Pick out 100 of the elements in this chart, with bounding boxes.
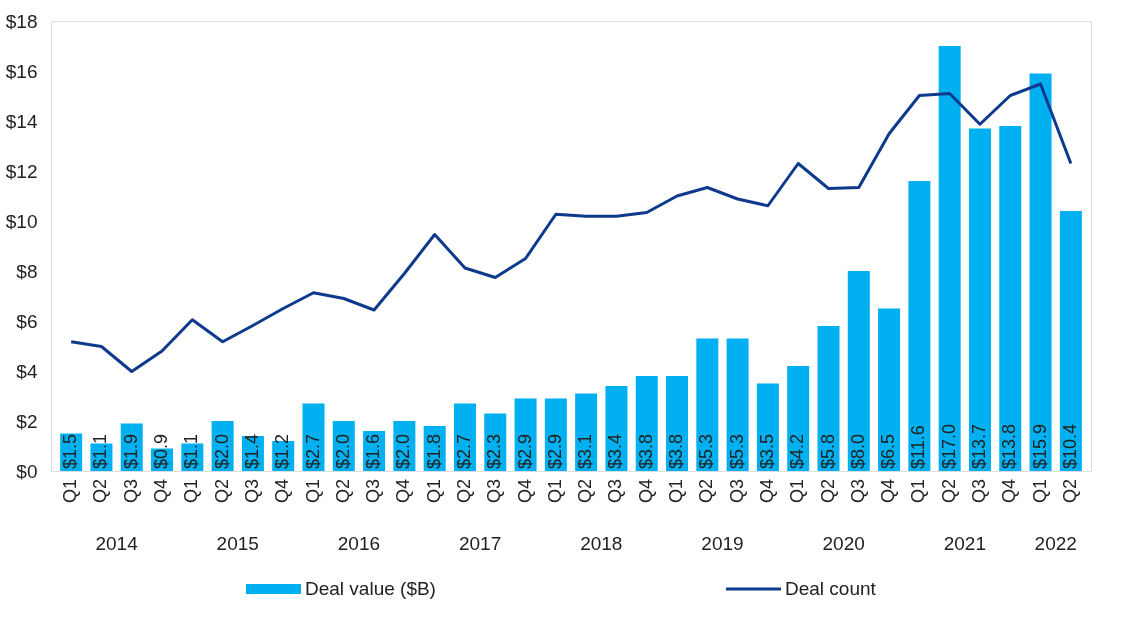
bar <box>696 338 719 471</box>
text: 2020 <box>822 533 865 554</box>
y-tick-label: $8 <box>16 260 38 282</box>
x-tick-label: Q2 <box>453 479 474 504</box>
data-label: $1.8 <box>423 433 444 469</box>
text: 2014 <box>95 533 139 554</box>
y-tick-label: $16 <box>5 60 38 82</box>
data-label: $5.3 <box>726 433 747 469</box>
x-tick-label: Q2 <box>332 479 353 504</box>
x-tick-label: Q1 <box>1029 479 1050 504</box>
x-tick-label: Q3 <box>363 479 384 504</box>
data-label: $3.5 <box>756 433 777 469</box>
x-tick-label: Q1 <box>544 479 565 504</box>
x-tick-label: Q2 <box>1059 479 1080 504</box>
y-tick-label: $10 <box>5 210 38 232</box>
legend-label: Deal value ($B) <box>305 578 436 599</box>
bar <box>999 126 1022 471</box>
x-tick-label: Q4 <box>514 479 535 504</box>
x-tick-label: Q3 <box>484 479 505 504</box>
text: 2016 <box>337 533 381 554</box>
x-tick-label: Q2 <box>90 479 111 504</box>
data-label: $2.7 <box>453 433 474 469</box>
bar <box>726 338 749 471</box>
bar <box>968 128 991 471</box>
bar <box>908 181 931 471</box>
data-label: $1.1 <box>90 433 111 469</box>
data-label: $6.5 <box>878 433 899 469</box>
x-tick-label: Q4 <box>999 479 1020 504</box>
x-tick-label: Q4 <box>878 479 899 504</box>
x-tick-label: Q1 <box>423 479 444 504</box>
data-label: $17.0 <box>938 423 959 469</box>
data-label: $2.0 <box>332 433 353 469</box>
line-series <box>69 82 1073 373</box>
x-tick-label: Q4 <box>756 479 777 504</box>
x-tick-label: Q4 <box>151 479 172 504</box>
y-tick-label: $12 <box>5 160 38 182</box>
data-label: $2.9 <box>514 433 535 469</box>
data-label: $10.4 <box>1059 423 1080 469</box>
data-label: $5.3 <box>696 433 717 469</box>
bar <box>878 308 901 471</box>
text: 2019 <box>701 533 744 554</box>
data-label: $13.7 <box>968 423 989 469</box>
data-label: $1.9 <box>120 433 141 469</box>
data-label: $3.8 <box>635 433 656 469</box>
y-tick-label: $6 <box>16 310 38 332</box>
data-label: $2.3 <box>484 433 505 469</box>
x-tick-label: Q1 <box>302 479 323 504</box>
x-tick-label: Q3 <box>120 479 141 504</box>
data-label: $2.0 <box>211 433 232 469</box>
y-tick-label: $4 <box>16 360 38 382</box>
x-tick-label: Q1 <box>60 479 81 504</box>
bar <box>938 46 961 471</box>
data-label: $1.6 <box>363 433 384 469</box>
bar <box>817 326 840 471</box>
data-label: $3.1 <box>575 433 596 469</box>
bar <box>787 366 810 471</box>
data-label: $1.5 <box>60 433 81 469</box>
text: 2015 <box>216 533 259 554</box>
legend-label: Deal count <box>785 578 877 599</box>
data-label: $1.2 <box>272 433 293 469</box>
data-label: $3.4 <box>605 433 626 469</box>
y-tick-label: $14 <box>5 110 38 132</box>
data-label: $2.0 <box>393 433 414 469</box>
text: 2017 <box>458 533 502 554</box>
x-tick-label: Q1 <box>666 479 687 504</box>
data-label: $15.9 <box>1029 423 1050 469</box>
x-tick-label: Q2 <box>938 479 959 504</box>
data-label: $2.7 <box>302 433 323 469</box>
x-tick-label: Q1 <box>181 479 202 504</box>
data-label: $8.0 <box>847 433 868 469</box>
x-tick-label: Q3 <box>726 479 747 504</box>
bar <box>847 271 870 471</box>
data-label: $11.6 <box>908 425 929 469</box>
text: 2022 <box>1034 533 1077 554</box>
data-label: $1.4 <box>241 433 262 469</box>
data-label: $1.1 <box>181 433 202 469</box>
y-tick-label: $0 <box>16 460 38 482</box>
x-tick-label: Q3 <box>605 479 626 504</box>
y-tick-label: $18 <box>5 10 38 32</box>
x-tick-label: Q4 <box>272 479 293 504</box>
x-tick-label: Q2 <box>696 479 717 504</box>
x-tick-label: Q3 <box>847 479 868 504</box>
text: 2021 <box>943 533 986 554</box>
y-tick-label: $2 <box>16 410 38 432</box>
x-tick-label: Q3 <box>241 479 262 504</box>
data-label: $2.9 <box>544 433 565 469</box>
x-tick-label: Q4 <box>635 479 656 504</box>
x-tick-label: Q3 <box>968 479 989 504</box>
bar <box>1029 73 1052 471</box>
data-label: $4.2 <box>787 433 808 469</box>
x-tick-label: Q2 <box>211 479 232 504</box>
bar <box>1059 211 1082 471</box>
data-label: $5.8 <box>817 433 838 469</box>
x-tick-label: Q1 <box>787 479 808 504</box>
x-tick-label: Q1 <box>908 479 929 504</box>
data-label: $3.8 <box>666 433 687 469</box>
x-tick-label: Q2 <box>575 479 596 504</box>
data-label: $13.8 <box>999 423 1020 469</box>
text: 2018 <box>580 533 623 554</box>
x-tick-label: Q4 <box>393 479 414 504</box>
